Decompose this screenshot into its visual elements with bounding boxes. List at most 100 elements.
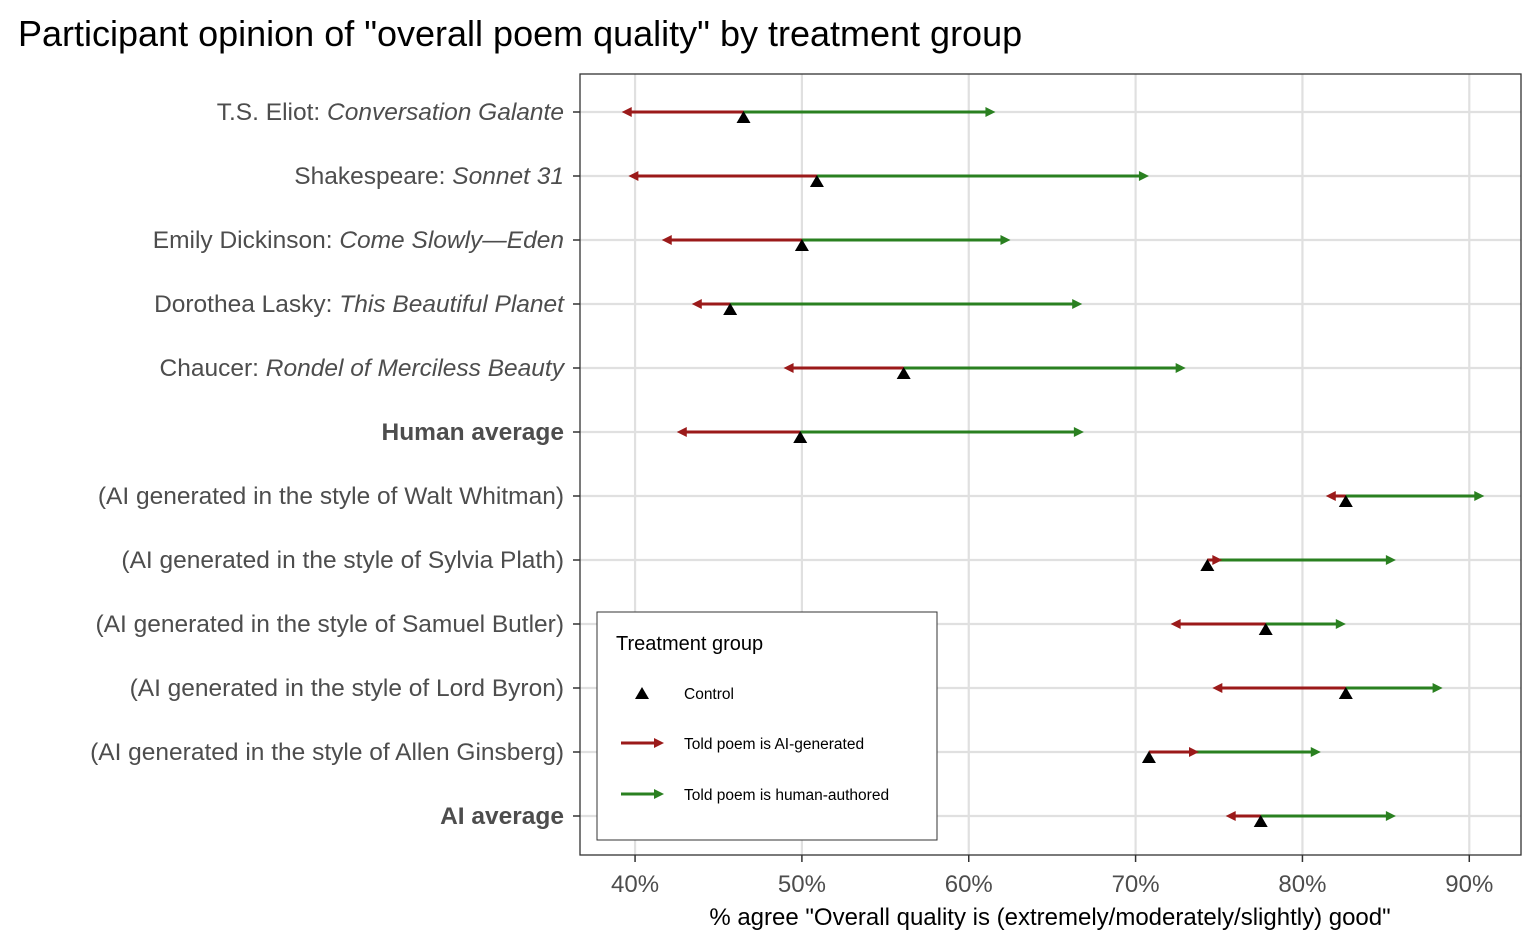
told-human-arrow (730, 299, 1083, 309)
y-axis: T.S. Eliot: Conversation Galante Shakespe… (90, 99, 580, 830)
poem-author: (AI generated in the style of Allen Gins… (90, 739, 564, 766)
told-ai-arrow-head (661, 235, 672, 245)
told-ai-arrow (1212, 683, 1346, 693)
y-tick-label: (AI generated in the style of Lord Byron… (130, 675, 564, 702)
control-marker (896, 367, 911, 379)
poem-author: Shakespeare: (294, 163, 452, 190)
told-human-arrow-head (1385, 811, 1396, 821)
told-ai-arrow (621, 107, 744, 117)
told-human-arrow-head (1175, 363, 1186, 373)
y-tick-label: (AI generated in the style of Allen Gins… (90, 739, 564, 766)
legend: Treatment group Control Told poem is AI-g… (596, 611, 938, 841)
told-human-arrow (1207, 555, 1396, 565)
legend-label: Told poem is AI-generated (684, 736, 864, 753)
legend-label: Told poem is human-authored (684, 787, 889, 804)
told-ai-arrow (1225, 811, 1261, 821)
poem-author: (AI generated in the style of Samuel But… (96, 611, 564, 638)
control-marker (793, 431, 808, 443)
y-tick-label: Emily Dickinson: Come Slowly—Eden (153, 227, 564, 254)
told-human-arrow (801, 235, 1011, 245)
told-human-arrow-head (1432, 683, 1443, 693)
told-ai-arrow-head (621, 107, 632, 117)
poem-title: Come Slowly—Eden (339, 227, 564, 254)
legend-arrow-head (654, 738, 664, 748)
legend-label: Control (684, 686, 734, 703)
y-tick-label: Dorothea Lasky: This Beautiful Planet (154, 291, 565, 318)
legend-arrow-head (654, 789, 664, 799)
x-axis: 40% 50% 60% 70% 80% 90% (611, 855, 1493, 898)
x-tick-label: 50% (778, 871, 826, 898)
told-ai-arrow (628, 171, 817, 181)
y-tick-label: AI average (440, 803, 564, 830)
marks (621, 107, 1485, 827)
told-ai-arrow (691, 299, 731, 309)
y-tick-label: Chaucer: Rondel of Merciless Beauty (160, 355, 566, 382)
told-human-arrow (816, 171, 1149, 181)
control-marker (1338, 687, 1353, 699)
poem-title: This Beautiful Planet (339, 291, 565, 318)
x-tick-label: 40% (611, 871, 659, 898)
control-marker (723, 303, 738, 315)
control-marker (794, 239, 809, 251)
told-ai-arrow-head (628, 171, 639, 181)
told-ai-arrow-head (1325, 491, 1336, 501)
told-ai-arrow (1148, 747, 1199, 757)
legend-box (596, 611, 938, 841)
told-ai-arrow-head (691, 299, 702, 309)
control-marker (1258, 623, 1273, 635)
poem-author: AI average (440, 803, 564, 830)
told-human-arrow-head (1335, 619, 1346, 629)
y-tick-label: Human average (382, 419, 564, 446)
told-ai-arrow-head (1188, 747, 1199, 757)
poem-title: Sonnet 31 (452, 163, 564, 190)
poem-author: Emily Dickinson: (153, 227, 340, 254)
legend-title: Treatment group (616, 633, 763, 655)
y-tick-label: (AI generated in the style of Samuel But… (96, 611, 564, 638)
poem-author: Chaucer: (160, 355, 266, 382)
y-tick-label: T.S. Eliot: Conversation Galante (217, 99, 564, 126)
told-human-arrow (743, 107, 996, 117)
control-marker (809, 175, 824, 187)
told-ai-arrow (661, 235, 802, 245)
told-human-arrow-head (985, 107, 996, 117)
told-human-arrow-head (1072, 299, 1083, 309)
told-ai-arrow (1325, 491, 1346, 501)
x-axis-label: % agree "Overall quality is (extremely/m… (709, 904, 1390, 931)
plot-panel-border (579, 73, 1522, 856)
control-marker (736, 111, 751, 123)
poem-author: (AI generated in the style of Walt Whitm… (98, 483, 564, 510)
x-tick-label: 90% (1445, 871, 1493, 898)
poem-author: Dorothea Lasky: (154, 291, 339, 318)
control-marker (1338, 495, 1353, 507)
legend-arrow-icon (621, 738, 664, 748)
legend-control-icon (635, 687, 649, 699)
told-human-arrow-head (1474, 491, 1485, 501)
told-human-arrow (1260, 811, 1396, 821)
poem-author: (AI generated in the style of Lord Byron… (130, 675, 564, 702)
told-human-arrow (1345, 491, 1485, 501)
poem-title: Conversation Galante (327, 99, 564, 126)
legend-arrow-icon (621, 789, 664, 799)
told-ai-arrow-head (1225, 811, 1236, 821)
told-human-arrow-head (1138, 171, 1149, 181)
told-ai-arrow (1170, 619, 1266, 629)
told-ai-arrow (783, 363, 904, 373)
told-ai-arrow-head (1212, 555, 1223, 565)
told-human-arrow (903, 363, 1186, 373)
x-tick-label: 80% (1278, 871, 1326, 898)
control-marker (1200, 559, 1215, 571)
told-ai-arrow-head (676, 427, 687, 437)
told-human-arrow-head (1385, 555, 1396, 565)
told-ai-arrow-head (1170, 619, 1181, 629)
control-marker (1141, 751, 1156, 763)
told-ai-arrow-head (783, 363, 794, 373)
y-tick-label: (AI generated in the style of Sylvia Pla… (121, 547, 564, 574)
y-tick-label: Shakespeare: Sonnet 31 (294, 163, 564, 190)
told-human-arrow (1265, 619, 1346, 629)
told-ai-arrow-head (1212, 683, 1223, 693)
y-tick-label: (AI generated in the style of Walt Whitm… (98, 483, 564, 510)
poem-title: Rondel of Merciless Beauty (266, 355, 566, 382)
told-ai-arrow (676, 427, 801, 437)
told-human-arrow (800, 427, 1084, 437)
